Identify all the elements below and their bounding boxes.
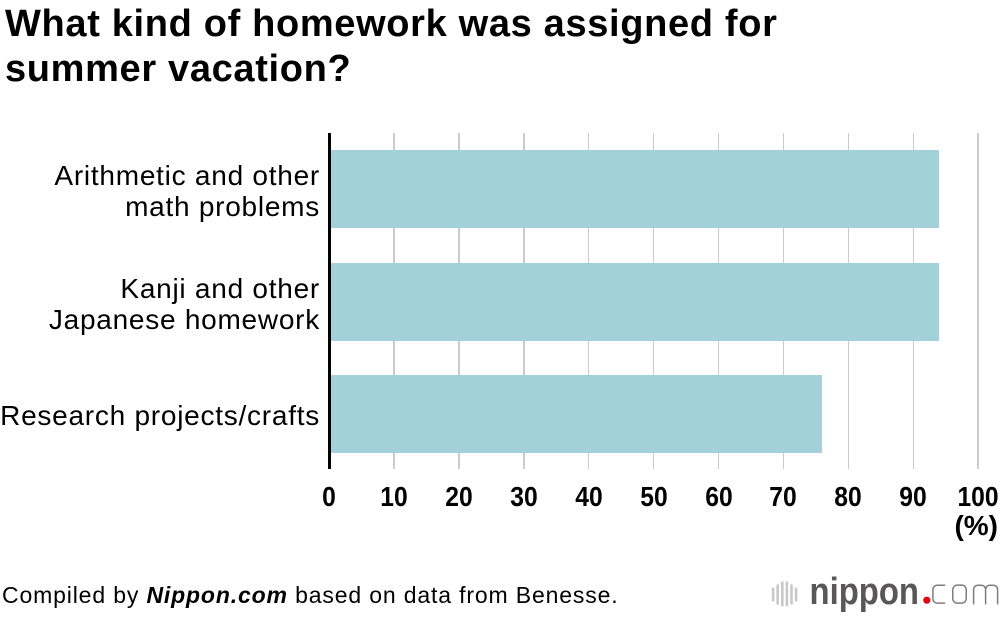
svg-text:nippon: nippon	[810, 570, 919, 613]
